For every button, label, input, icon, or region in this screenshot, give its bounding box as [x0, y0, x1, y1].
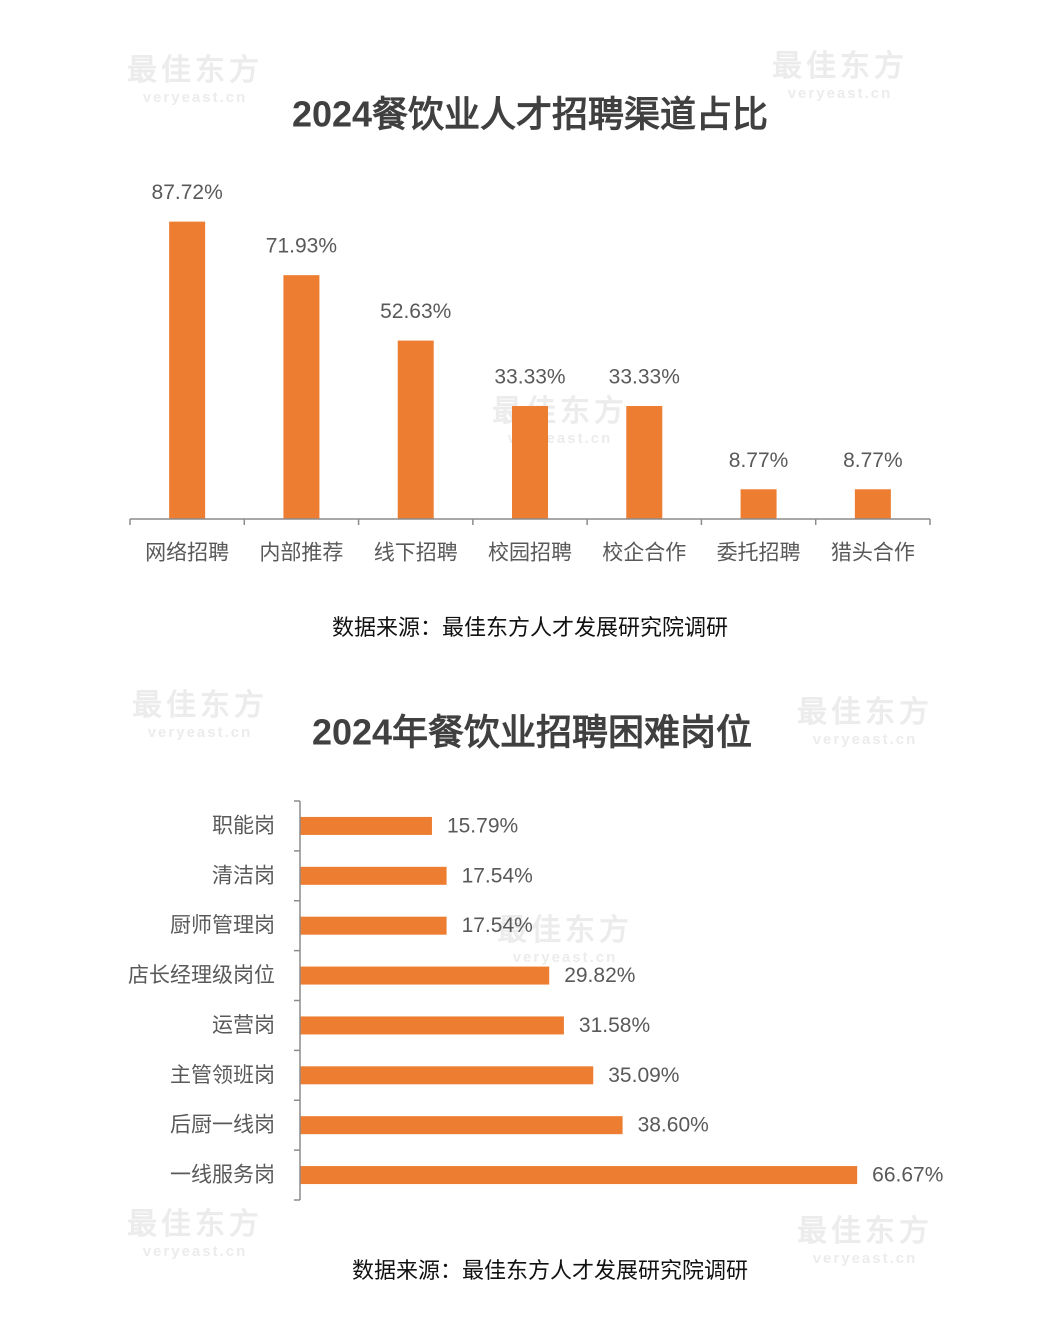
x-tick-label: 线下招聘 — [374, 542, 458, 565]
value-label: 17.54% — [462, 914, 533, 937]
watermark-site: veryeast.cn — [143, 1243, 248, 1260]
x-tick-label: 校企合作 — [602, 542, 686, 565]
bar — [300, 916, 447, 935]
bar — [300, 1016, 564, 1035]
watermark-site: veryeast.cn — [813, 731, 918, 748]
bar — [854, 489, 891, 519]
value-label: 52.63% — [380, 300, 451, 323]
x-tick-label: 委托招聘 — [717, 542, 801, 565]
value-label: 15.79% — [447, 814, 518, 837]
watermark-brand: 最佳东方 — [127, 1207, 263, 1241]
value-label: 33.33% — [609, 366, 680, 389]
bar — [169, 221, 206, 519]
source-note: 数据来源：最佳东方人才发展研究院调研 — [352, 1258, 748, 1283]
source-note: 数据来源：最佳东方人才发展研究院调研 — [332, 615, 728, 640]
x-tick-label: 校园招聘 — [488, 542, 572, 565]
value-label: 29.82% — [564, 964, 635, 987]
value-label: 8.77% — [843, 449, 903, 472]
value-label: 87.72% — [152, 181, 223, 204]
y-tick-label: 职能岗 — [212, 814, 275, 837]
watermark-site: veryeast.cn — [148, 724, 253, 741]
bar — [300, 966, 550, 985]
value-label: 35.09% — [608, 1064, 679, 1087]
value-label: 66.67% — [872, 1164, 943, 1187]
watermark-brand: 最佳东方 — [127, 53, 263, 87]
watermark-brand: 最佳东方 — [797, 695, 933, 729]
value-label: 38.60% — [638, 1114, 709, 1137]
bar — [626, 406, 663, 519]
value-label: 8.77% — [729, 449, 789, 472]
bar — [300, 866, 447, 885]
watermark-site: veryeast.cn — [143, 89, 248, 106]
bar — [397, 340, 434, 519]
chart-title: 2024年餐饮业招聘困难岗位 — [312, 712, 752, 753]
x-tick-label: 网络招聘 — [145, 542, 229, 565]
value-label: 33.33% — [494, 366, 565, 389]
value-label: 71.93% — [266, 235, 337, 258]
y-tick-label: 厨师管理岗 — [170, 914, 275, 937]
bar — [300, 1116, 623, 1135]
y-tick-label: 主管领班岗 — [170, 1064, 275, 1087]
bar — [300, 1166, 858, 1185]
y-tick-label: 一线服务岗 — [170, 1164, 275, 1187]
y-tick-label: 店长经理级岗位 — [128, 964, 275, 987]
chart-title: 2024餐饮业人才招聘渠道占比 — [292, 94, 768, 135]
y-tick-label: 清洁岗 — [212, 864, 275, 887]
watermark-site: veryeast.cn — [788, 85, 893, 102]
x-tick-label: 猎头合作 — [831, 542, 915, 565]
watermark-brand: 最佳东方 — [797, 1214, 933, 1248]
value-label: 17.54% — [462, 864, 533, 887]
bar — [283, 275, 320, 519]
bar — [300, 816, 432, 835]
bar — [512, 406, 548, 519]
watermark-brand: 最佳东方 — [132, 688, 268, 722]
watermark-site: veryeast.cn — [513, 949, 618, 966]
bar — [740, 489, 777, 519]
y-tick-label: 运营岗 — [212, 1014, 275, 1037]
bar — [300, 1066, 594, 1085]
x-tick-label: 内部推荐 — [259, 542, 343, 565]
watermark-brand: 最佳东方 — [497, 913, 633, 947]
watermark-brand: 最佳东方 — [772, 49, 908, 83]
watermark-site: veryeast.cn — [813, 1250, 918, 1267]
value-label: 31.58% — [579, 1014, 650, 1037]
y-tick-label: 后厨一线岗 — [170, 1114, 275, 1137]
